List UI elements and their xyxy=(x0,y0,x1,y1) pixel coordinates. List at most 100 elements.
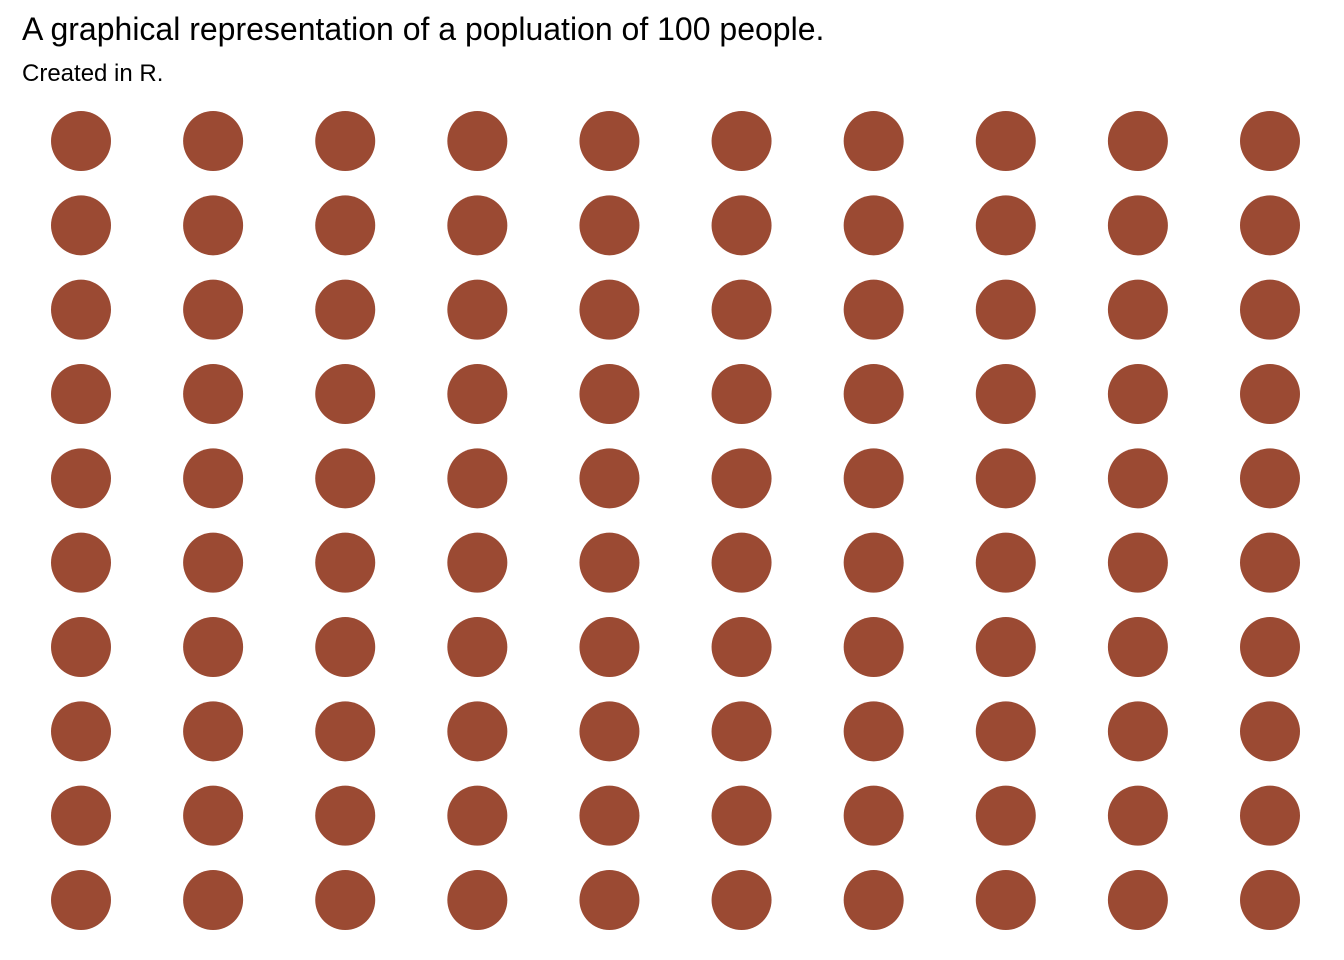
person-point-6 xyxy=(711,111,772,171)
person-point-20 xyxy=(1240,195,1300,256)
person-point-3 xyxy=(315,111,376,171)
person-point-95 xyxy=(579,870,640,930)
person-point-78 xyxy=(975,701,1036,762)
person-point-40 xyxy=(1240,364,1300,424)
person-point-54 xyxy=(447,532,508,593)
person-point-53 xyxy=(315,532,376,593)
person-point-41 xyxy=(51,448,111,509)
person-point-21 xyxy=(51,279,111,340)
person-point-93 xyxy=(315,870,376,930)
person-point-52 xyxy=(183,532,244,593)
person-point-51 xyxy=(51,532,111,593)
person-point-48 xyxy=(975,448,1036,509)
person-point-26 xyxy=(711,279,772,340)
person-point-37 xyxy=(843,364,904,424)
points-layer xyxy=(51,111,1300,930)
person-point-30 xyxy=(1240,279,1300,340)
chart-subtitle: Created in R. xyxy=(22,60,164,87)
person-point-82 xyxy=(183,785,244,846)
person-point-22 xyxy=(183,279,244,340)
person-point-84 xyxy=(447,785,508,846)
person-point-49 xyxy=(1107,448,1168,509)
person-point-66 xyxy=(711,617,772,677)
person-point-45 xyxy=(579,448,640,509)
person-point-94 xyxy=(447,870,508,930)
person-point-100 xyxy=(1240,870,1300,930)
person-point-96 xyxy=(711,870,772,930)
person-point-59 xyxy=(1107,532,1168,593)
person-point-24 xyxy=(447,279,508,340)
person-point-8 xyxy=(975,111,1036,171)
person-point-18 xyxy=(975,195,1036,256)
person-point-74 xyxy=(447,701,508,762)
person-point-43 xyxy=(315,448,376,509)
person-point-88 xyxy=(975,785,1036,846)
person-point-75 xyxy=(579,701,640,762)
person-point-72 xyxy=(183,701,244,762)
person-point-99 xyxy=(1107,870,1168,930)
person-point-1 xyxy=(51,111,111,171)
person-point-13 xyxy=(315,195,376,256)
person-point-42 xyxy=(183,448,244,509)
chart-title: A graphical representation of a popluati… xyxy=(22,11,825,47)
person-point-23 xyxy=(315,279,376,340)
person-point-58 xyxy=(975,532,1036,593)
person-point-36 xyxy=(711,364,772,424)
person-point-80 xyxy=(1240,701,1300,762)
person-point-2 xyxy=(183,111,244,171)
person-point-77 xyxy=(843,701,904,762)
person-point-67 xyxy=(843,617,904,677)
person-point-4 xyxy=(447,111,508,171)
person-point-39 xyxy=(1107,364,1168,424)
person-point-69 xyxy=(1107,617,1168,677)
person-point-90 xyxy=(1240,785,1300,846)
person-point-15 xyxy=(579,195,640,256)
person-point-46 xyxy=(711,448,772,509)
person-point-29 xyxy=(1107,279,1168,340)
person-point-85 xyxy=(579,785,640,846)
person-point-27 xyxy=(843,279,904,340)
person-point-17 xyxy=(843,195,904,256)
person-point-32 xyxy=(183,364,244,424)
person-point-97 xyxy=(843,870,904,930)
person-point-61 xyxy=(51,617,111,677)
person-point-65 xyxy=(579,617,640,677)
person-point-64 xyxy=(447,617,508,677)
person-point-44 xyxy=(447,448,508,509)
person-point-98 xyxy=(975,870,1036,930)
person-point-34 xyxy=(447,364,508,424)
person-point-47 xyxy=(843,448,904,509)
person-point-28 xyxy=(975,279,1036,340)
person-point-16 xyxy=(711,195,772,256)
person-point-57 xyxy=(843,532,904,593)
person-point-87 xyxy=(843,785,904,846)
person-point-5 xyxy=(579,111,640,171)
person-point-19 xyxy=(1107,195,1168,256)
person-point-71 xyxy=(51,701,111,762)
person-point-50 xyxy=(1240,448,1300,509)
person-point-25 xyxy=(579,279,640,340)
person-point-91 xyxy=(51,870,111,930)
person-point-89 xyxy=(1107,785,1168,846)
person-point-83 xyxy=(315,785,376,846)
person-point-92 xyxy=(183,870,244,930)
person-point-86 xyxy=(711,785,772,846)
person-point-14 xyxy=(447,195,508,256)
person-point-79 xyxy=(1107,701,1168,762)
person-point-35 xyxy=(579,364,640,424)
person-point-7 xyxy=(843,111,904,171)
person-point-63 xyxy=(315,617,376,677)
person-point-33 xyxy=(315,364,376,424)
person-point-76 xyxy=(711,701,772,762)
person-point-73 xyxy=(315,701,376,762)
person-point-55 xyxy=(579,532,640,593)
person-point-38 xyxy=(975,364,1036,424)
person-point-12 xyxy=(183,195,244,256)
person-point-9 xyxy=(1107,111,1168,171)
person-point-60 xyxy=(1240,532,1300,593)
person-point-56 xyxy=(711,532,772,593)
person-point-10 xyxy=(1240,111,1300,171)
person-point-11 xyxy=(51,195,111,256)
person-point-31 xyxy=(51,364,111,424)
